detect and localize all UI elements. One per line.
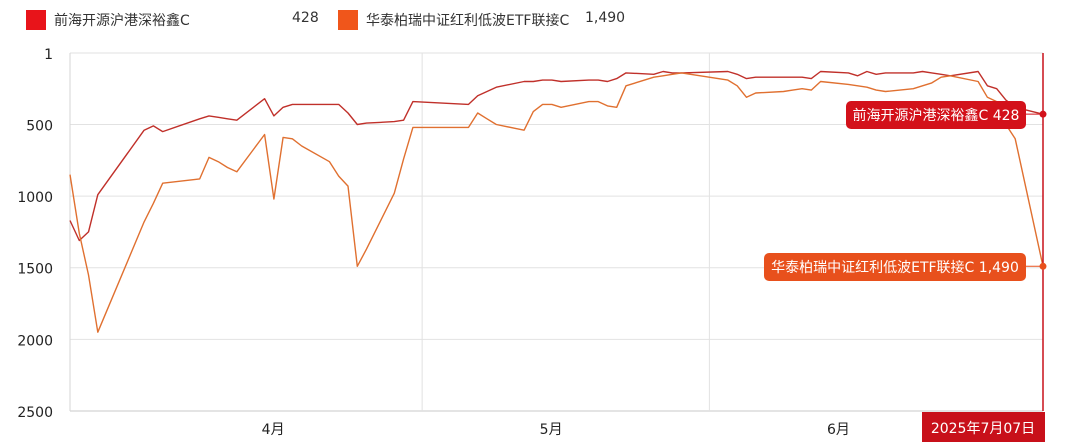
legend-value-series-1: 428 [292, 10, 319, 26]
crosshair-date-label: 2025年7月07日 [931, 421, 1035, 437]
series-line-1 [69, 70, 1044, 242]
series-line-2 [69, 72, 1044, 333]
series-end-marker-1 [1039, 110, 1047, 118]
crosshair-date-box [922, 412, 1045, 442]
value-label-2: 华泰柏瑞中证红利低波ETF联接C 1,490 [771, 259, 1019, 276]
legend-swatch-series-2 [338, 10, 358, 30]
value-label-box-1 [846, 101, 1026, 129]
x-tick-label: 4月 [262, 422, 285, 438]
legend-swatch-series-1 [26, 10, 46, 30]
x-tick-label: 6月 [827, 422, 850, 438]
legend-name-series-2: 华泰柏瑞中证红利低波ETF联接C [366, 13, 570, 29]
chart-legend: 前海开源沪港深裕鑫C 428 华泰柏瑞中证红利低波ETF联接C 1,490 [0, 0, 1080, 40]
legend-name-series-1: 前海开源沪港深裕鑫C [54, 13, 190, 29]
legend-value-series-2: 1,490 [585, 10, 626, 26]
legend-item-series-1[interactable]: 前海开源沪港深裕鑫C [26, 8, 190, 32]
legend-item-series-2[interactable]: 华泰柏瑞中证红利低波ETF联接C [338, 8, 569, 32]
y-tick-label: 500 [26, 118, 53, 134]
y-tick-label: 2500 [17, 405, 53, 421]
y-tick-label: 1500 [17, 262, 53, 278]
series-end-marker-2 [1039, 262, 1047, 270]
y-tick-label: 2000 [17, 333, 53, 349]
y-tick-label: 1 [44, 47, 53, 63]
y-tick-label: 1000 [17, 190, 53, 206]
value-label-1: 前海开源沪港深裕鑫C 428 [853, 107, 1020, 124]
x-tick-label: 5月 [540, 422, 563, 438]
value-label-box-2 [764, 253, 1026, 281]
